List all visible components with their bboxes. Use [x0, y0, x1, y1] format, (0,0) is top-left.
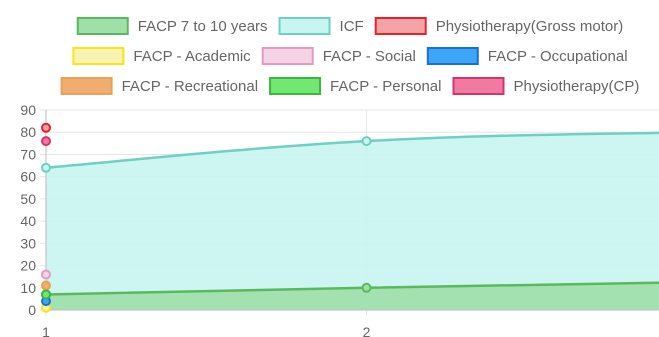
legend-swatch	[269, 77, 322, 95]
legend-label: Physiotherapy(Gross motor)	[436, 18, 624, 35]
legend-item-facp-social[interactable]: FACP - Social	[261, 47, 416, 65]
legend-label: Physiotherapy(CP)	[514, 78, 640, 95]
point-icf-2[interactable]	[361, 136, 372, 147]
y-tick-label: 60	[20, 169, 36, 185]
point-physiotherapy-gross-motor-1[interactable]	[41, 122, 51, 133]
legend-swatch	[426, 47, 479, 65]
y-tick-label: 20	[20, 258, 36, 274]
y-tick-label: 50	[20, 191, 36, 207]
legend-swatch	[374, 17, 427, 35]
point-facp-social-1[interactable]	[41, 269, 51, 280]
point-facp-7-to-10-years-2[interactable]	[361, 282, 372, 293]
legend-swatch	[60, 77, 113, 95]
y-tick-label: 10	[20, 280, 36, 296]
point-facp-personal-1[interactable]	[41, 289, 51, 300]
legend-label: FACP - Personal	[330, 78, 441, 95]
data-points	[41, 122, 372, 313]
y-tick-label: 0	[28, 302, 36, 318]
legend-item-physiotherapy-cp[interactable]: Physiotherapy(CP)	[452, 77, 640, 95]
y-tick-label: 80	[20, 124, 36, 140]
y-tick-label: 70	[20, 146, 36, 162]
point-physiotherapy-cp-1[interactable]	[41, 136, 51, 147]
y-tick-label: 90	[20, 102, 36, 118]
legend-swatch	[76, 17, 129, 35]
legend-label: FACP - Occupational	[488, 48, 628, 65]
legend-swatch	[261, 47, 314, 65]
point-icf-1[interactable]	[41, 162, 51, 173]
legend-label: FACP - Recreational	[122, 78, 258, 95]
legend-item-facp-recreational[interactable]: FACP - Recreational	[60, 77, 258, 95]
legend-item-facp-occupational[interactable]: FACP - Occupational	[426, 47, 628, 65]
legend-item-facp-academic[interactable]: FACP - Academic	[72, 47, 251, 65]
x-tick-label: 2	[363, 324, 371, 337]
series-area-icf	[46, 132, 659, 310]
legend-swatch	[452, 77, 505, 95]
y-tick-label: 40	[20, 213, 36, 229]
legend-label: ICF	[340, 18, 364, 35]
legend-label: FACP - Social	[323, 48, 416, 65]
legend-swatch	[72, 47, 125, 65]
x-tick-label: 1	[42, 324, 50, 337]
y-tick-label: 30	[20, 235, 36, 251]
series-areas	[46, 132, 659, 310]
point-facp-recreational-1[interactable]	[41, 280, 51, 291]
axes: 0 10 20 30 40 50 60 70 80 90 1 2	[20, 102, 659, 337]
series-area-facp-7-to-10-years	[46, 282, 659, 310]
legend-item-physiotherapy-gross-motor[interactable]: Physiotherapy(Gross motor)	[374, 17, 624, 35]
legend-item-icf[interactable]: ICF	[278, 17, 364, 35]
legend-label: FACP - Academic	[133, 48, 251, 65]
legend: FACP 7 to 10 years ICF Physiotherapy(Gross…	[60, 17, 640, 95]
legend-item-facp-personal[interactable]: FACP - Personal	[269, 77, 442, 95]
legend-swatch	[278, 17, 331, 35]
legend-label: FACP 7 to 10 years	[138, 18, 268, 35]
legend-item-facp-7-to-10-years[interactable]: FACP 7 to 10 years	[76, 17, 268, 35]
